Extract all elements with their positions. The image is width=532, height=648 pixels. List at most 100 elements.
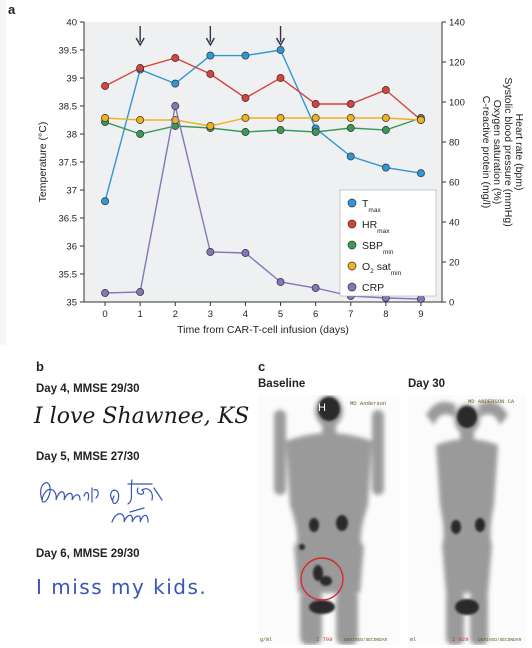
x-axis-label: Time from CAR-T-cell infusion (days) bbox=[177, 324, 349, 336]
scan-baseline-title: Baseline bbox=[258, 378, 306, 390]
scan-baseline-footer-mid: I 798 bbox=[316, 636, 333, 643]
legend-label: O2 satmin bbox=[362, 261, 402, 277]
x-tick-label: 9 bbox=[418, 309, 423, 320]
series-point-t bbox=[101, 197, 110, 206]
legend-box bbox=[339, 189, 437, 297]
series-point-t bbox=[276, 46, 285, 54]
series-point-sbp bbox=[241, 128, 250, 136]
annotation-arrow-head bbox=[135, 37, 145, 47]
scan-day30-header: MD ANDERSON CA bbox=[468, 398, 515, 405]
series-point-hr bbox=[171, 54, 180, 62]
series-point-o bbox=[276, 114, 285, 122]
series-point-hr bbox=[381, 86, 390, 94]
panel-b-label: b bbox=[36, 359, 44, 374]
series-point-o bbox=[381, 114, 390, 122]
lesion-highlight-circle bbox=[300, 557, 344, 601]
series-point-sbp bbox=[276, 126, 285, 134]
left-tick-label: 40 bbox=[66, 18, 77, 29]
series-point-t bbox=[206, 51, 215, 60]
scan-baseline-footer-right: DERIVED/SECONDAR bbox=[344, 637, 388, 643]
y-axis-label-left: Temperature (°C) bbox=[37, 122, 49, 203]
left-tick-label: 38.5 bbox=[59, 102, 78, 113]
series-point-crp bbox=[101, 289, 110, 297]
annotation-arrow-head bbox=[275, 37, 286, 47]
day6-title: Day 6, MMSE 29/30 bbox=[36, 548, 140, 560]
series-point-t bbox=[171, 79, 180, 88]
scan-day30-footer-right: DERIVED/SECONDAR bbox=[478, 637, 522, 643]
series-point-t bbox=[346, 152, 355, 161]
x-tick-label: 4 bbox=[243, 309, 248, 320]
series-line-o bbox=[105, 117, 421, 127]
series-point-sbp bbox=[136, 130, 145, 138]
panel-c-label: c bbox=[258, 359, 266, 374]
pet-scan-day30: MD ANDERSON CA ml I 929 DERIVED/SECONDAR bbox=[408, 395, 526, 645]
series-point-o bbox=[416, 116, 425, 124]
panel-a-label: a bbox=[8, 2, 16, 17]
right-tick-label: 120 bbox=[449, 58, 465, 69]
left-tick-label: 35 bbox=[66, 298, 77, 309]
annotation-arrow-head bbox=[205, 37, 215, 47]
x-tick-label: 8 bbox=[383, 309, 388, 320]
x-tick-label: 0 bbox=[102, 309, 107, 320]
scan-day30-footer-mid: I 929 bbox=[452, 636, 469, 643]
handwriting-day6-text: I miss my kids. bbox=[36, 575, 207, 599]
series-point-o bbox=[136, 116, 145, 124]
series-point-hr bbox=[276, 74, 285, 82]
series-point-crp bbox=[241, 249, 250, 257]
page-margin-strip bbox=[0, 0, 6, 345]
series-point-hr bbox=[346, 100, 355, 108]
left-tick-label: 39.5 bbox=[59, 46, 78, 57]
legend-marker bbox=[347, 282, 357, 292]
series-point-crp bbox=[136, 288, 145, 296]
legend-label: SBPmin bbox=[362, 240, 394, 256]
legend-label: CRP bbox=[362, 282, 384, 294]
series-point-hr bbox=[311, 100, 320, 108]
scan-corner-letter: H bbox=[318, 402, 326, 414]
x-tick-label: 6 bbox=[313, 309, 318, 320]
series-point-t bbox=[416, 169, 425, 178]
legend-marker bbox=[347, 219, 357, 229]
day5-title: Day 5, MMSE 27/30 bbox=[36, 451, 140, 463]
series-point-hr bbox=[241, 94, 250, 102]
right-tick-label: 40 bbox=[449, 218, 460, 229]
left-tick-label: 36 bbox=[66, 242, 77, 253]
y-axis-label-right-3: C-reactive protein (mg/l) bbox=[480, 96, 492, 209]
legend-marker bbox=[347, 240, 357, 250]
y-axis-label-right-0: Heart rate (bpm) bbox=[513, 113, 525, 190]
series-line-sbp bbox=[104, 117, 422, 135]
legend-marker bbox=[347, 198, 357, 208]
y-axis-label-right-1: Systolic blood pressure (mmHg) bbox=[502, 77, 514, 226]
scan-day30-title: Day 30 bbox=[408, 378, 446, 390]
series-point-hr bbox=[206, 70, 215, 78]
right-tick-label: 60 bbox=[449, 178, 460, 189]
x-tick-label: 3 bbox=[208, 309, 213, 320]
series-line-t bbox=[104, 49, 422, 202]
x-tick-label: 7 bbox=[348, 309, 353, 320]
series-point-crp bbox=[276, 278, 285, 286]
series-point-sbp bbox=[346, 124, 355, 132]
handwriting-day4: I love Shawnee, KS. bbox=[33, 404, 250, 429]
series-point-crp bbox=[171, 102, 180, 110]
y-axis-label-right-2: Oxygen saturation (%) bbox=[491, 100, 503, 204]
series-line-hr bbox=[104, 57, 422, 121]
series-point-sbp bbox=[381, 126, 390, 134]
series-point-o bbox=[346, 114, 355, 122]
pet-scan-baseline: H MD Anderson g/ml I 798 DERIVED/SECONDA… bbox=[258, 395, 400, 645]
right-tick-label: 0 bbox=[449, 298, 454, 309]
series-line-crp bbox=[105, 105, 421, 300]
legend-marker bbox=[347, 261, 357, 271]
day4-title: Day 4, MMSE 29/30 bbox=[36, 383, 140, 395]
handwriting-day5-scribble bbox=[40, 479, 163, 523]
series-point-sbp bbox=[311, 128, 320, 136]
left-tick-label: 37.5 bbox=[59, 158, 78, 169]
legend-label: HRmax bbox=[362, 219, 390, 235]
right-tick-label: 80 bbox=[449, 138, 460, 149]
scan-baseline-header: MD Anderson bbox=[350, 400, 386, 407]
scan-day30-footer-left: ml bbox=[410, 637, 416, 643]
series-point-crp bbox=[206, 248, 215, 256]
right-tick-label: 20 bbox=[449, 258, 460, 269]
series-point-o bbox=[241, 114, 250, 122]
series-point-crp bbox=[416, 295, 425, 303]
legend-label: Tmax bbox=[362, 198, 381, 214]
handwriting-day6: I miss my kids. bbox=[36, 575, 207, 599]
